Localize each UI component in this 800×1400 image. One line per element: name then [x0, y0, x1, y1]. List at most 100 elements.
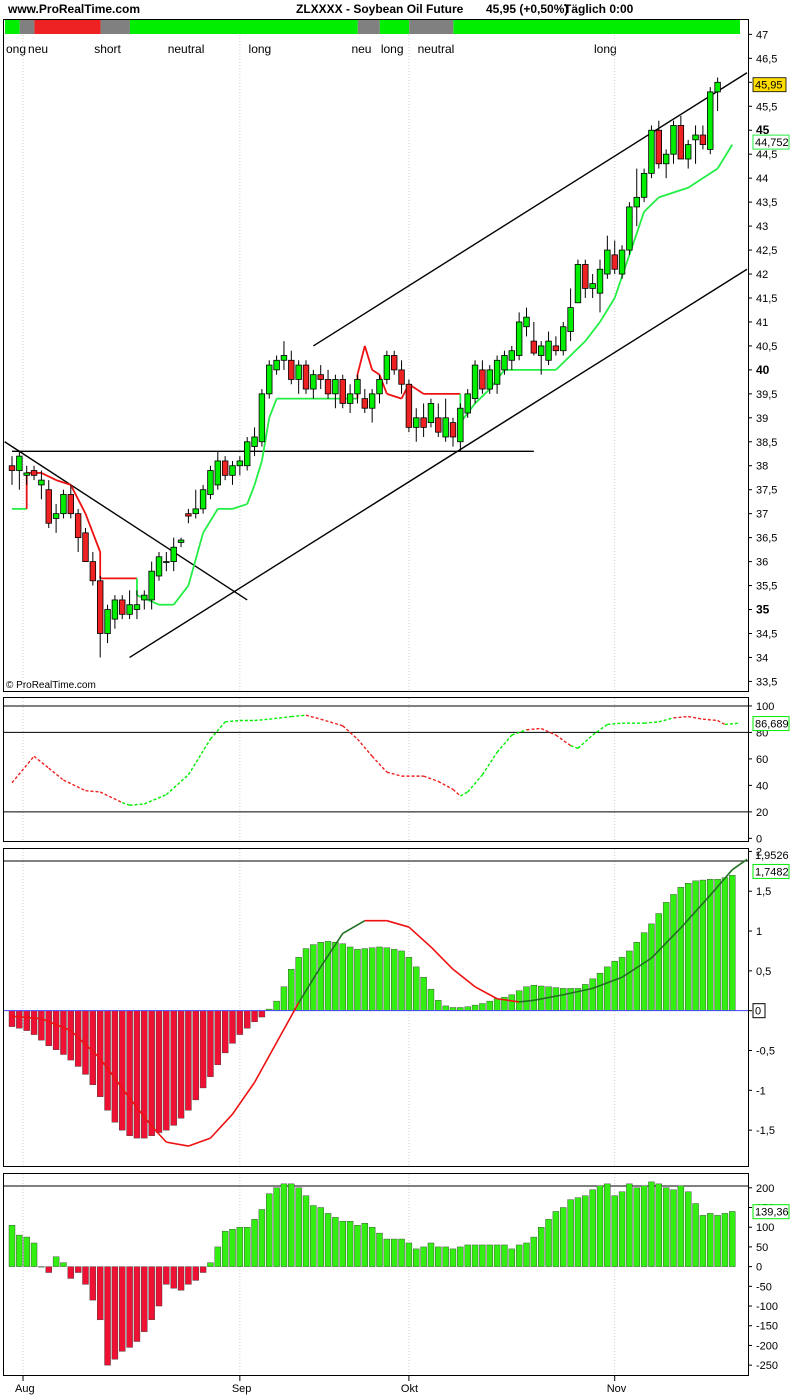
cci-bar — [148, 1266, 155, 1321]
signal-segment — [452, 968, 476, 988]
oscillator-segment — [724, 722, 740, 726]
candle — [604, 235, 611, 279]
cci-bar — [427, 1242, 435, 1267]
oscillator-segment — [452, 788, 461, 797]
candle — [310, 369, 317, 399]
histogram-bar — [383, 947, 391, 1011]
candle-body — [16, 455, 23, 471]
oscillator-line: 86,689 — [11, 714, 790, 806]
candle — [45, 480, 52, 529]
cci-bar — [288, 1183, 295, 1267]
candle-body — [52, 513, 60, 519]
regime-segment-neutral — [100, 20, 130, 34]
cci-bar — [126, 1266, 133, 1348]
histogram-bar — [523, 986, 530, 1011]
histogram-bar — [486, 1000, 493, 1011]
cci-bar — [74, 1266, 82, 1273]
cci-bar — [141, 1266, 148, 1332]
signal-segment — [731, 858, 748, 871]
oscillator-segment — [63, 779, 86, 792]
oscillator-segment — [144, 794, 167, 805]
price-labels: 45,95 44,752 — [752, 77, 790, 150]
candle — [471, 360, 479, 404]
cci-bar — [236, 1227, 244, 1267]
signal-segment — [621, 957, 652, 978]
y-tick-label: 1 — [756, 926, 762, 938]
site-name[interactable]: www.ProRealTime.com — [7, 2, 140, 16]
candle-body — [655, 129, 662, 165]
candle-body — [368, 393, 376, 409]
regime-label: neutral — [418, 42, 455, 56]
histogram-axis: -1,5 -1 -0,5 0 0,5 1 1,5 2 — [748, 846, 775, 1137]
cci-bar — [471, 1244, 479, 1267]
histogram-bar — [133, 1010, 141, 1139]
y-tick-label: 36 — [756, 557, 768, 569]
candle-body — [74, 513, 82, 539]
stop-segment — [702, 167, 719, 179]
histogram-bar — [589, 978, 596, 1011]
cci-bar — [413, 1248, 420, 1267]
candle-body — [670, 125, 677, 155]
candle-body — [677, 125, 685, 160]
cci-bar — [302, 1195, 310, 1267]
y-tick-label: 41,5 — [756, 293, 777, 305]
cci-bar — [16, 1234, 23, 1267]
y-tick-label: 39 — [756, 413, 768, 425]
stop-segment — [569, 340, 586, 357]
cci-bar — [207, 1262, 214, 1267]
cci-bar — [714, 1215, 721, 1267]
oscillator-segment — [209, 721, 226, 740]
candle-body — [618, 249, 626, 275]
candle — [30, 465, 38, 481]
trendline — [4, 441, 248, 601]
x-label-aug: Aug — [15, 1383, 35, 1395]
oscillator-segment — [356, 738, 373, 757]
histogram-bar — [302, 948, 310, 1011]
cci-bar — [221, 1230, 229, 1267]
cci-bar — [626, 1183, 633, 1267]
histogram-bar — [52, 1010, 60, 1050]
candle-body — [199, 489, 207, 510]
y-tick-label: 46,5 — [756, 53, 777, 65]
cci-axis: -250-200-150-100-50050100150200 — [748, 1183, 778, 1372]
cci-bar — [383, 1238, 391, 1267]
candle-body — [464, 393, 471, 414]
regime-label: ong — [6, 42, 26, 56]
candle-body — [38, 479, 45, 486]
cci-bar — [670, 1189, 677, 1267]
oscillator-segment — [673, 715, 689, 719]
candle-body — [398, 369, 405, 385]
candle-body — [133, 604, 141, 610]
candle-body — [30, 470, 38, 476]
cci-bar — [574, 1197, 582, 1267]
candle — [596, 259, 604, 313]
oscillator-segment — [291, 714, 307, 718]
histogram-bar — [273, 1000, 280, 1011]
cci-bars: 139,36 — [4, 1181, 790, 1366]
candle-body — [515, 321, 523, 356]
histogram-bar — [391, 949, 398, 1011]
candle-body — [354, 379, 361, 395]
candle — [295, 360, 302, 394]
candle-body — [332, 379, 339, 395]
last-price-label: 45,95 — [755, 80, 783, 92]
histogram-bar — [611, 961, 618, 1011]
cci-bar — [30, 1242, 38, 1267]
oscillator-segment — [122, 801, 130, 806]
y-tick-label: 1,5 — [756, 886, 771, 898]
signal-segment — [386, 919, 410, 928]
candle-body — [288, 359, 295, 380]
cci-bar — [89, 1266, 97, 1301]
candle — [626, 202, 633, 255]
last-price-box — [752, 77, 787, 93]
candle — [449, 417, 457, 447]
histogram-signal-line: 0 1,9526 1,7482 — [11, 850, 790, 1147]
stop-value-label: 44,752 — [755, 137, 789, 149]
oscillator-segment — [48, 767, 64, 781]
histogram-bar — [420, 977, 427, 1011]
zero-label: 0 — [755, 1006, 761, 1018]
cci-bar — [104, 1266, 111, 1366]
candle — [192, 489, 199, 519]
x-label-sep: Sep — [232, 1383, 252, 1395]
candle — [302, 360, 310, 394]
